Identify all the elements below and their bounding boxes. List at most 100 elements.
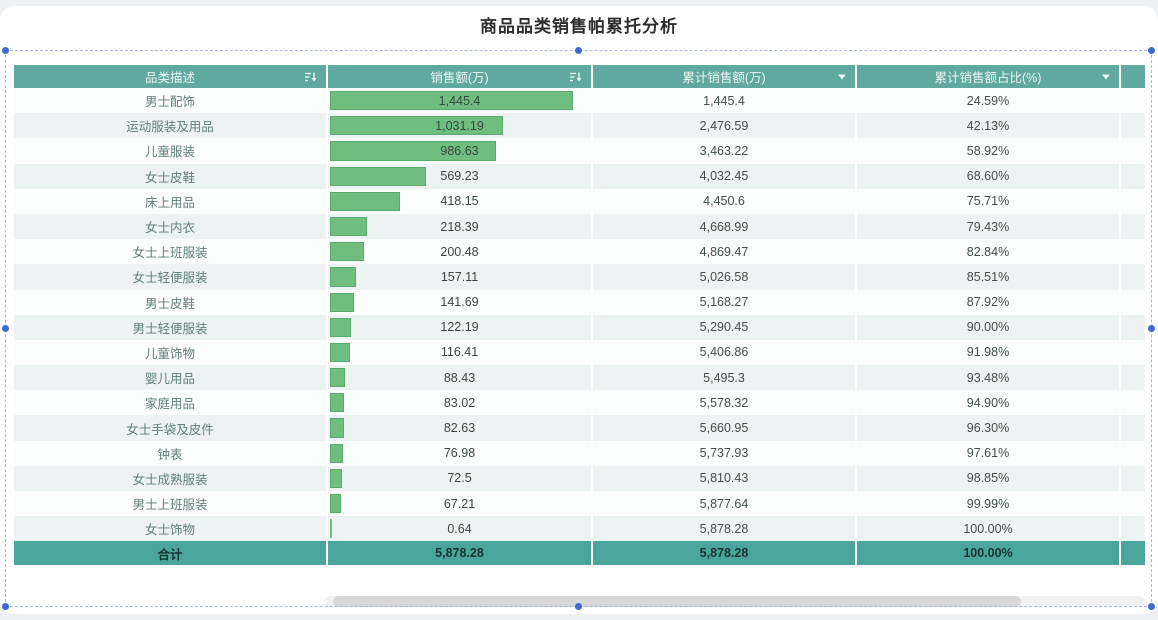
sales-cell[interactable]: 88.43 <box>326 365 591 391</box>
pct-cell[interactable]: 68.60% <box>855 163 1119 189</box>
cumulative-cell[interactable]: 4,032.45 <box>591 163 855 189</box>
category-cell[interactable]: 儿童服装 <box>14 138 326 164</box>
sales-cell[interactable]: 218.39 <box>326 213 591 240</box>
pct-cell[interactable]: 98.85% <box>855 465 1119 491</box>
table-row[interactable]: 女士轻便服装 157.11 5,026.58 85.51% <box>14 264 1145 290</box>
category-cell[interactable]: 运动服装及用品 <box>14 113 326 139</box>
cumulative-cell[interactable]: 5,495.3 <box>591 365 855 391</box>
cumulative-cell[interactable]: 1,445.4 <box>591 88 855 114</box>
dropdown-icon[interactable] <box>838 74 846 79</box>
category-cell[interactable]: 家庭用品 <box>14 390 326 416</box>
sales-cell[interactable]: 116.41 <box>326 339 591 366</box>
cumulative-cell[interactable]: 5,737.93 <box>591 440 855 466</box>
table-row[interactable]: 家庭用品 83.02 5,578.32 94.90% <box>14 390 1145 416</box>
cumulative-cell[interactable]: 4,869.47 <box>591 239 855 265</box>
table-row[interactable]: 男士配饰 1,445.4 1,445.4 24.59% <box>14 88 1145 114</box>
table-row[interactable]: 运动服装及用品 1,031.19 2,476.59 42.13% <box>14 113 1145 139</box>
sales-cell[interactable]: 1,031.19 <box>326 113 591 139</box>
table-row[interactable]: 男士上班服装 67.21 5,877.64 99.99% <box>14 491 1145 517</box>
sales-cell[interactable]: 418.15 <box>326 188 591 214</box>
sort-icon[interactable] <box>305 71 317 82</box>
category-cell[interactable]: 女士上班服装 <box>14 239 326 265</box>
cumulative-cell[interactable]: 4,450.6 <box>591 188 855 214</box>
category-cell[interactable]: 儿童饰物 <box>14 339 326 366</box>
pct-cell[interactable]: 24.59% <box>855 88 1119 114</box>
category-cell[interactable]: 女士皮鞋 <box>14 163 326 189</box>
cumulative-cell[interactable]: 5,406.86 <box>591 339 855 366</box>
sales-cell[interactable]: 76.98 <box>326 440 591 466</box>
column-header-sales[interactable]: 销售额(万) <box>326 65 591 88</box>
category-cell[interactable]: 女士成熟服装 <box>14 465 326 491</box>
pct-cell[interactable]: 96.30% <box>855 415 1119 441</box>
cumulative-cell[interactable]: 5,810.43 <box>591 465 855 491</box>
sort-icon[interactable] <box>570 71 582 82</box>
pct-cell[interactable]: 75.71% <box>855 188 1119 214</box>
category-cell[interactable]: 女士轻便服装 <box>14 264 326 290</box>
cumulative-cell[interactable]: 5,168.27 <box>591 289 855 315</box>
pct-cell[interactable]: 82.84% <box>855 239 1119 265</box>
cumulative-cell[interactable]: 5,878.28 <box>591 516 855 542</box>
category-cell[interactable]: 男士配饰 <box>14 88 326 114</box>
pct-cell[interactable]: 91.98% <box>855 339 1119 366</box>
sales-cell[interactable]: 141.69 <box>326 289 591 315</box>
pct-cell[interactable]: 79.43% <box>855 213 1119 240</box>
table-row[interactable]: 婴儿用品 88.43 5,495.3 93.48% <box>14 365 1145 391</box>
cumulative-cell[interactable]: 5,290.45 <box>591 314 855 340</box>
cumulative-cell[interactable]: 4,668.99 <box>591 213 855 240</box>
pct-cell[interactable]: 85.51% <box>855 264 1119 290</box>
table-row[interactable]: 儿童服装 986.63 3,463.22 58.92% <box>14 138 1145 164</box>
table-row[interactable]: 女士皮鞋 569.23 4,032.45 68.60% <box>14 163 1145 189</box>
category-cell[interactable]: 男士皮鞋 <box>14 289 326 315</box>
table-row[interactable]: 床上用品 418.15 4,450.6 75.71% <box>14 188 1145 214</box>
pct-cell[interactable]: 42.13% <box>855 113 1119 139</box>
column-header-cumulative[interactable]: 累计销售额(万) <box>591 65 855 88</box>
pct-cell[interactable]: 94.90% <box>855 390 1119 416</box>
pct-cell[interactable]: 100.00% <box>855 516 1119 542</box>
dropdown-icon[interactable] <box>1102 74 1110 79</box>
table-row[interactable]: 女士手袋及皮件 82.63 5,660.95 96.30% <box>14 415 1145 441</box>
category-cell[interactable]: 钟表 <box>14 440 326 466</box>
sales-cell[interactable]: 569.23 <box>326 163 591 189</box>
cumulative-cell[interactable]: 5,026.58 <box>591 264 855 290</box>
table-row[interactable]: 儿童饰物 116.41 5,406.86 91.98% <box>14 339 1145 366</box>
category-cell[interactable]: 婴儿用品 <box>14 365 326 391</box>
pct-cell[interactable]: 93.48% <box>855 365 1119 391</box>
sales-cell[interactable]: 1,445.4 <box>326 88 591 114</box>
column-header-category[interactable]: 品类描述 <box>14 65 326 88</box>
cumulative-cell[interactable]: 5,578.32 <box>591 390 855 416</box>
sales-cell[interactable]: 157.11 <box>326 264 591 290</box>
horizontal-scrollbar-thumb[interactable] <box>333 596 1021 607</box>
category-cell[interactable]: 女士内衣 <box>14 213 326 240</box>
category-cell[interactable]: 床上用品 <box>14 188 326 214</box>
pct-cell[interactable]: 99.99% <box>855 491 1119 517</box>
table-row[interactable]: 女士饰物 0.64 5,878.28 100.00% <box>14 516 1145 542</box>
pct-cell[interactable]: 97.61% <box>855 440 1119 466</box>
category-cell[interactable]: 女士手袋及皮件 <box>14 415 326 441</box>
sales-cell[interactable]: 67.21 <box>326 491 591 517</box>
pct-cell[interactable]: 90.00% <box>855 314 1119 340</box>
sales-cell[interactable]: 122.19 <box>326 314 591 340</box>
table-row[interactable]: 女士上班服装 200.48 4,869.47 82.84% <box>14 239 1145 265</box>
category-cell[interactable]: 女士饰物 <box>14 516 326 542</box>
sales-cell[interactable]: 83.02 <box>326 390 591 416</box>
pct-cell[interactable]: 87.92% <box>855 289 1119 315</box>
sales-cell[interactable]: 82.63 <box>326 415 591 441</box>
cumulative-cell[interactable]: 2,476.59 <box>591 113 855 139</box>
pct-cell[interactable]: 58.92% <box>855 138 1119 164</box>
table-row[interactable]: 女士内衣 218.39 4,668.99 79.43% <box>14 213 1145 240</box>
cumulative-cell[interactable]: 5,877.64 <box>591 491 855 517</box>
table-row[interactable]: 男士轻便服装 122.19 5,290.45 90.00% <box>14 314 1145 340</box>
category-cell[interactable]: 男士上班服装 <box>14 491 326 517</box>
table-row[interactable]: 女士成熟服装 72.5 5,810.43 98.85% <box>14 465 1145 491</box>
sales-cell[interactable]: 200.48 <box>326 239 591 265</box>
cumulative-cell[interactable]: 3,463.22 <box>591 138 855 164</box>
column-header-pct[interactable]: 累计销售额占比(%) <box>855 65 1119 88</box>
category-cell[interactable]: 男士轻便服装 <box>14 314 326 340</box>
table-row[interactable]: 男士皮鞋 141.69 5,168.27 87.92% <box>14 289 1145 315</box>
sales-cell[interactable]: 986.63 <box>326 138 591 164</box>
sales-cell[interactable]: 0.64 <box>326 516 591 542</box>
sales-cell[interactable]: 72.5 <box>326 465 591 491</box>
horizontal-scrollbar-track[interactable] <box>325 596 1145 607</box>
cumulative-cell[interactable]: 5,660.95 <box>591 415 855 441</box>
table-row[interactable]: 钟表 76.98 5,737.93 97.61% <box>14 440 1145 466</box>
